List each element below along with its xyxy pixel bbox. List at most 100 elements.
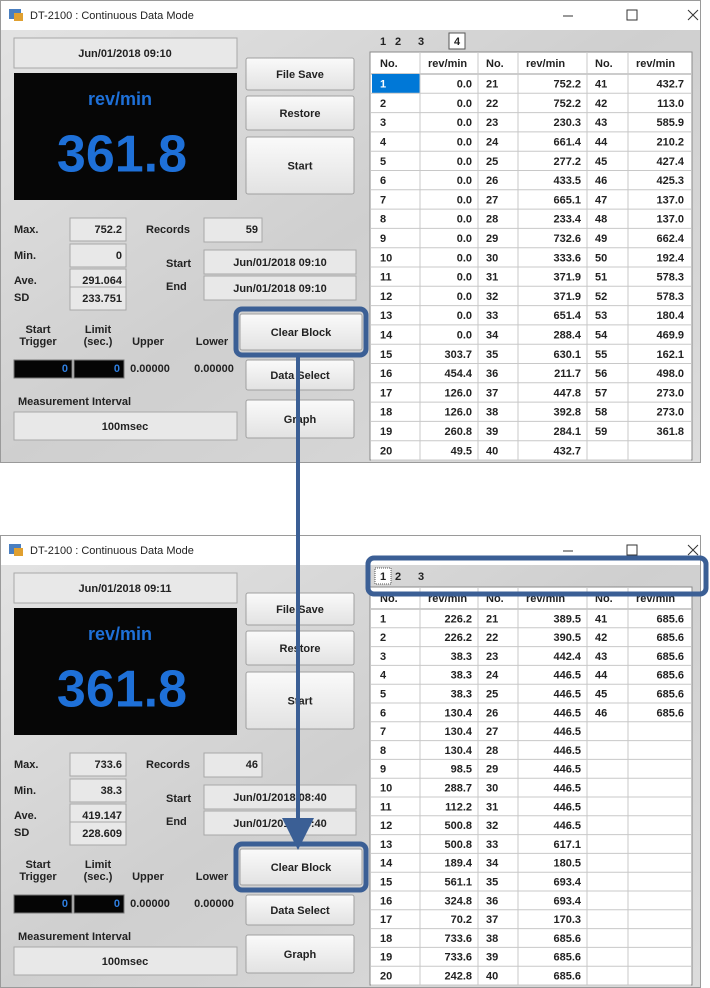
button-label: Start bbox=[287, 160, 312, 172]
tab[interactable]: 2 bbox=[395, 571, 401, 583]
tab[interactable]: 3 bbox=[418, 571, 424, 583]
table-cell: 21 bbox=[486, 79, 498, 91]
table-cell: 389.5 bbox=[553, 613, 581, 625]
table-cell: 303.7 bbox=[444, 349, 472, 361]
table-cell: 48 bbox=[595, 214, 607, 226]
stat-label: End bbox=[166, 816, 187, 828]
table-cell: 17 bbox=[380, 914, 392, 926]
table-cell: 324.8 bbox=[444, 895, 472, 907]
stat-value: 38.3 bbox=[101, 785, 122, 797]
stat-value: Jun/01/2018 08:40 bbox=[233, 792, 327, 804]
tab[interactable]: 1 bbox=[380, 571, 386, 583]
display-value: 361.8 bbox=[57, 126, 187, 184]
table-cell: 226.2 bbox=[444, 613, 472, 625]
field-label: Start Trigger bbox=[19, 324, 57, 348]
tab[interactable]: 4 bbox=[454, 36, 461, 48]
table-header: rev/min bbox=[428, 58, 467, 70]
button-label: Graph bbox=[284, 949, 317, 961]
field-label: Upper bbox=[132, 336, 165, 348]
table-cell: 685.6 bbox=[656, 670, 684, 682]
stat-label: Start bbox=[166, 793, 191, 805]
table-cell: 446.5 bbox=[553, 726, 581, 738]
table-cell: 42 bbox=[595, 632, 607, 644]
stat-label: Ave. bbox=[14, 275, 37, 287]
input-box[interactable] bbox=[13, 359, 73, 379]
table-cell: 0.0 bbox=[457, 214, 472, 226]
table-cell: 500.8 bbox=[444, 839, 472, 851]
table-cell: 18 bbox=[380, 407, 392, 419]
stat-box bbox=[69, 752, 127, 777]
table-cell: 433.5 bbox=[553, 175, 581, 187]
table-cell: 32 bbox=[486, 820, 498, 832]
maximize-button[interactable] bbox=[626, 544, 638, 556]
display-panel bbox=[14, 608, 237, 735]
table-cell: 113.0 bbox=[657, 98, 684, 110]
table-cell: 32 bbox=[486, 291, 498, 303]
table-cell: 28 bbox=[486, 745, 498, 757]
interval-value: 100msec bbox=[102, 956, 149, 968]
button[interactable] bbox=[245, 894, 355, 926]
table-cell: 11 bbox=[380, 801, 392, 813]
table-cell: 371.9 bbox=[553, 291, 581, 303]
table-cell: 45 bbox=[595, 689, 607, 701]
input-value: 0 bbox=[62, 898, 68, 910]
table-cell: 19 bbox=[380, 426, 392, 438]
table-cell: 693.4 bbox=[553, 895, 581, 907]
active-tab[interactable] bbox=[374, 567, 392, 585]
tab[interactable]: 3 bbox=[418, 36, 424, 48]
stat-box bbox=[69, 286, 127, 311]
maximize-button[interactable] bbox=[626, 9, 638, 21]
table-cell: 54 bbox=[595, 329, 608, 341]
table-cell: 260.8 bbox=[444, 426, 472, 438]
table-header: No. bbox=[486, 58, 504, 70]
tab[interactable]: 2 bbox=[395, 36, 401, 48]
button[interactable] bbox=[245, 57, 355, 91]
table-cell: 651.4 bbox=[553, 310, 581, 322]
table-cell: 27 bbox=[486, 194, 498, 206]
table-cell: 126.0 bbox=[444, 387, 472, 399]
table-cell: 273.0 bbox=[656, 387, 684, 399]
table-cell: 2 bbox=[380, 632, 386, 644]
active-tab[interactable] bbox=[448, 32, 466, 50]
table-cell: 578.3 bbox=[656, 291, 684, 303]
button[interactable] bbox=[245, 136, 355, 195]
close-button[interactable] bbox=[687, 544, 699, 556]
field-label: Lower bbox=[196, 336, 229, 348]
stat-label: SD bbox=[14, 292, 29, 304]
tab[interactable]: 1 bbox=[380, 36, 386, 48]
table-cell: 180.4 bbox=[656, 310, 684, 322]
table-cell: 26 bbox=[486, 707, 498, 719]
button[interactable] bbox=[239, 313, 363, 351]
stat-value: 228.609 bbox=[82, 828, 122, 840]
interval-box bbox=[13, 946, 238, 976]
table-cell: 685.6 bbox=[553, 933, 581, 945]
field-label: Start Trigger bbox=[19, 859, 57, 883]
title-bar bbox=[1, 1, 700, 30]
table-cell: 446.5 bbox=[553, 670, 581, 682]
stat-value: Jun/01/2018 09:10 bbox=[233, 257, 327, 269]
input-box[interactable] bbox=[13, 894, 73, 914]
table-cell: 43 bbox=[595, 117, 607, 129]
input-box[interactable] bbox=[73, 359, 125, 379]
table-cell: 9 bbox=[380, 233, 386, 245]
stat-value: 733.6 bbox=[94, 759, 122, 771]
table-cell: 284.1 bbox=[553, 426, 581, 438]
button[interactable] bbox=[245, 934, 355, 974]
table-cell: 189.4 bbox=[444, 858, 472, 870]
table-cell: 11 bbox=[380, 272, 392, 284]
button[interactable] bbox=[245, 95, 355, 131]
close-button[interactable] bbox=[687, 9, 699, 21]
field-label: Limit (sec.) bbox=[84, 859, 113, 883]
table-cell: 12 bbox=[380, 291, 392, 303]
stat-box bbox=[69, 778, 127, 803]
table-cell: 5 bbox=[380, 689, 386, 701]
stat-box bbox=[69, 217, 127, 242]
input-value: 0 bbox=[62, 363, 68, 375]
input-value: 0 bbox=[114, 363, 120, 375]
stat-value: 419.147 bbox=[82, 810, 122, 822]
table-cell: 36 bbox=[486, 368, 498, 380]
stat-value: 0 bbox=[116, 250, 122, 262]
input-box[interactable] bbox=[73, 894, 125, 914]
table-cell: 7 bbox=[380, 726, 386, 738]
stat-label: Ave. bbox=[14, 810, 37, 822]
